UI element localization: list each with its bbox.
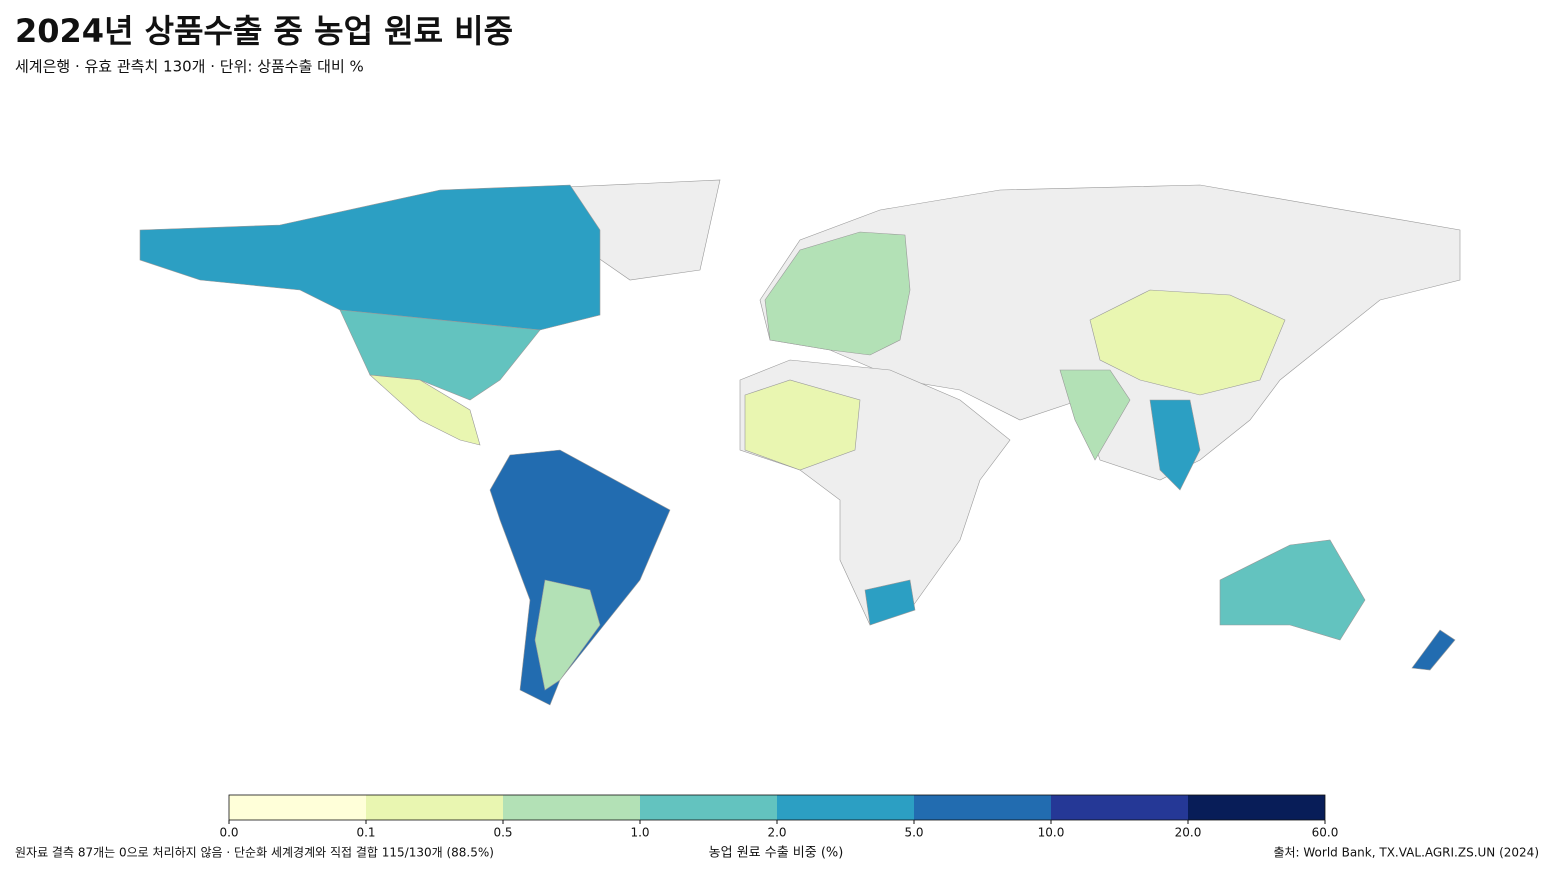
source: 출처: World Bank, TX.VAL.AGRI.ZS.UN (2024): [1273, 846, 1539, 860]
footnote: 원자료 결측 87개는 0으로 처리하지 않음 · 단순화 세계경계와 직접 결…: [15, 846, 494, 860]
tick-label: 0.5: [493, 826, 512, 840]
tick-label: 5.0: [904, 826, 923, 840]
land: [1089, 289, 1286, 396]
land: [764, 231, 911, 356]
world-map: [139, 179, 1461, 706]
land: [864, 579, 916, 626]
colorbar-segment: [503, 795, 640, 820]
land: [744, 379, 861, 471]
land: [139, 184, 601, 331]
tick-label: 2.0: [767, 826, 786, 840]
tick-label: 0.0: [219, 826, 238, 840]
tick-label: 10.0: [1038, 826, 1065, 840]
colorbar-segment: [777, 795, 914, 820]
tick-label: 1.0: [630, 826, 649, 840]
tick-label: 60.0: [1312, 826, 1339, 840]
land: [1219, 539, 1366, 641]
tick-label: 20.0: [1175, 826, 1202, 840]
land: [534, 579, 601, 691]
tick-label: 0.1: [356, 826, 375, 840]
land: [489, 449, 671, 706]
colorbar: 0.0 0.1 0.5 1.0 2.0 5.0 10.0 20.0 60.0: [219, 794, 1339, 840]
colorbar-segment: [366, 795, 503, 820]
colorbar-segment: [1188, 795, 1325, 820]
colorbar-segment: [229, 795, 366, 820]
land: [369, 374, 481, 446]
land: [1149, 399, 1201, 491]
legend-title: 농업 원료 수출 비중 (%): [709, 846, 844, 861]
colorbar-segment: [914, 795, 1051, 820]
colorbar-segment: [640, 795, 777, 820]
land: [1411, 629, 1456, 671]
map-subtitle: 세계은행 · 유효 관측치 130개 · 단위: 상품수출 대비 %: [15, 58, 364, 76]
land: [1059, 369, 1131, 461]
map-title: 2024년 상품수출 중 농업 원료 비중: [15, 12, 513, 50]
colorbar-segment: [1051, 795, 1188, 820]
